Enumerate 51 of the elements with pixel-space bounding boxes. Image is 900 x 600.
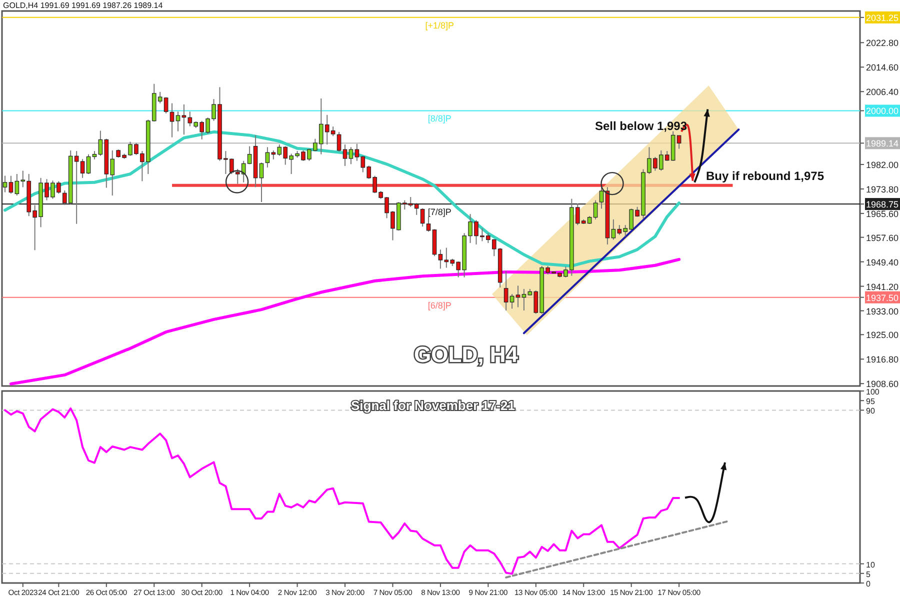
candlestick: [2, 175, 8, 193]
y-tick-label: 2006.40: [866, 87, 899, 98]
candlestick: [86, 154, 91, 175]
y-tick-label: 1989.14: [866, 138, 899, 149]
candlestick: [504, 270, 508, 311]
y-tick-label: 5: [866, 570, 871, 579]
candlestick: [265, 146, 270, 168]
y-tick-label: 1933.00: [866, 306, 899, 316]
candlestick: [593, 200, 598, 220]
candlestick: [8, 175, 14, 194]
candlestick: [336, 131, 342, 152]
candlestick: [182, 104, 186, 136]
y-tick-label: 1973.80: [866, 184, 899, 194]
y-tick-label: 1908.60: [866, 379, 899, 390]
y-tick-label: 1925.00: [866, 330, 899, 340]
candlestick: [176, 111, 180, 132]
y-tick-label: 2022.80: [866, 38, 899, 48]
y-tick-label: 1937.50: [866, 292, 899, 303]
candlestick: [342, 144, 348, 166]
ref-line-label: [+1/8]P: [425, 20, 454, 30]
y-tick-label: 1968.75: [866, 200, 899, 210]
y-tick-label: 1941.20: [866, 282, 899, 292]
line-series: [9, 258, 681, 386]
candlestick: [420, 208, 425, 228]
y-tick-label: 1957.60: [866, 232, 899, 243]
y-tick-label: 2000.00: [866, 106, 899, 116]
y-tick-label: 0: [866, 580, 871, 588]
y-tick-label: 1982.00: [866, 160, 899, 170]
y-tick-label: 10: [866, 560, 876, 570]
annotation: Buy if rebound 1,975: [706, 169, 824, 183]
candlestick: [599, 186, 604, 210]
y-tick-label: 100: [866, 388, 880, 396]
y-tick-label: 90: [866, 406, 876, 416]
candlestick: [170, 102, 174, 138]
line-series: [4, 130, 681, 268]
text: Signal for November 17-21: [351, 398, 515, 413]
y-tick-label: 1965.60: [866, 208, 899, 219]
y-tick-label: 1949.40: [866, 257, 899, 268]
ref-line-label: [8/8]P: [428, 114, 452, 124]
candlestick: [426, 216, 431, 232]
y-tick-label: 2014.60: [866, 62, 899, 73]
y-tick-label: 95: [866, 397, 876, 406]
ref-line-label: [7/8]P: [428, 207, 452, 218]
y-tick-label: 2031.25: [866, 12, 899, 23]
ref-line-label: [6/8]P: [428, 300, 452, 310]
y-tick-label: 1916.80: [866, 354, 899, 365]
candlestick: [348, 146, 354, 165]
text: GOLD,H4 1991.69 1991.69 1987.26 1989.14: [3, 1, 164, 10]
candlestick: [510, 294, 514, 310]
text: GOLD, H4: [414, 342, 519, 367]
candlestick: [516, 285, 520, 308]
